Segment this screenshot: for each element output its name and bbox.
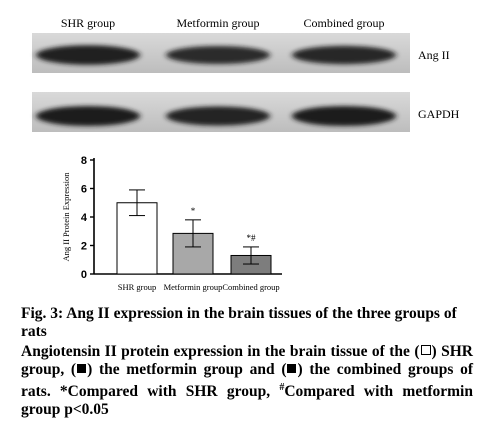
caption-title-text: Fig. 3: Ang II expression in the brain t… — [21, 305, 457, 340]
lane-label-metformin: Metformin group — [177, 16, 260, 30]
filled-square-symbol-2 — [287, 364, 297, 373]
blot-band-1-1 — [166, 106, 270, 126]
blot-band-1-0 — [36, 106, 140, 126]
y-tick-label-6: 6 — [81, 184, 87, 196]
blot-band-0-1 — [166, 46, 270, 64]
y-tick-label-2: 2 — [81, 241, 87, 253]
filled-square-symbol — [77, 364, 87, 373]
significance-mark-1: * — [191, 206, 196, 216]
open-square-symbol — [420, 345, 431, 355]
y-tick-label-4: 4 — [81, 212, 88, 224]
lane-label-combined: Combined group — [304, 16, 385, 30]
x-tick-label-1: Metformin group — [164, 282, 223, 292]
caption-body-part5: Compared with metformin group p<0.05 — [21, 383, 473, 419]
blot-band-0-0 — [36, 45, 140, 65]
figure-caption-title: Fig. 3: Ang II expression in the brain t… — [21, 305, 473, 341]
lane-label-shr: SHR group — [61, 16, 115, 30]
figure-caption-body: Angiotensin II protein expression in the… — [21, 343, 473, 419]
caption-body-part2: ) SHR group, ( — [21, 343, 473, 378]
y-tick-label-0: 0 — [81, 269, 87, 281]
x-tick-label-2: Combined group — [222, 282, 279, 292]
blot-band-1-2 — [292, 106, 396, 126]
row-label-ang2: Ang II — [418, 48, 450, 62]
y-axis-label: Ang II Protein Expression — [61, 172, 71, 262]
y-tick-label-8: 8 — [81, 155, 87, 167]
western-blot-panel: SHR group Metformin group Combined group… — [32, 16, 460, 132]
bar-chart: 0 2 4 6 8 SHR group * Metformin group *# Combine… — [61, 155, 282, 292]
blot-band-0-2 — [292, 45, 396, 65]
hash-superscript: # — [279, 382, 285, 393]
caption-body-part3: ) the metformin group and ( — [87, 361, 287, 378]
x-tick-label-0: SHR group — [118, 282, 157, 292]
significance-mark-2: *# — [247, 233, 257, 243]
caption-body-part1: Angiotensin II protein expression in the… — [21, 343, 420, 360]
row-label-gapdh: GAPDH — [418, 107, 460, 121]
caption-body-part4: ) the combined groups of rats. *Compared… — [21, 361, 473, 401]
